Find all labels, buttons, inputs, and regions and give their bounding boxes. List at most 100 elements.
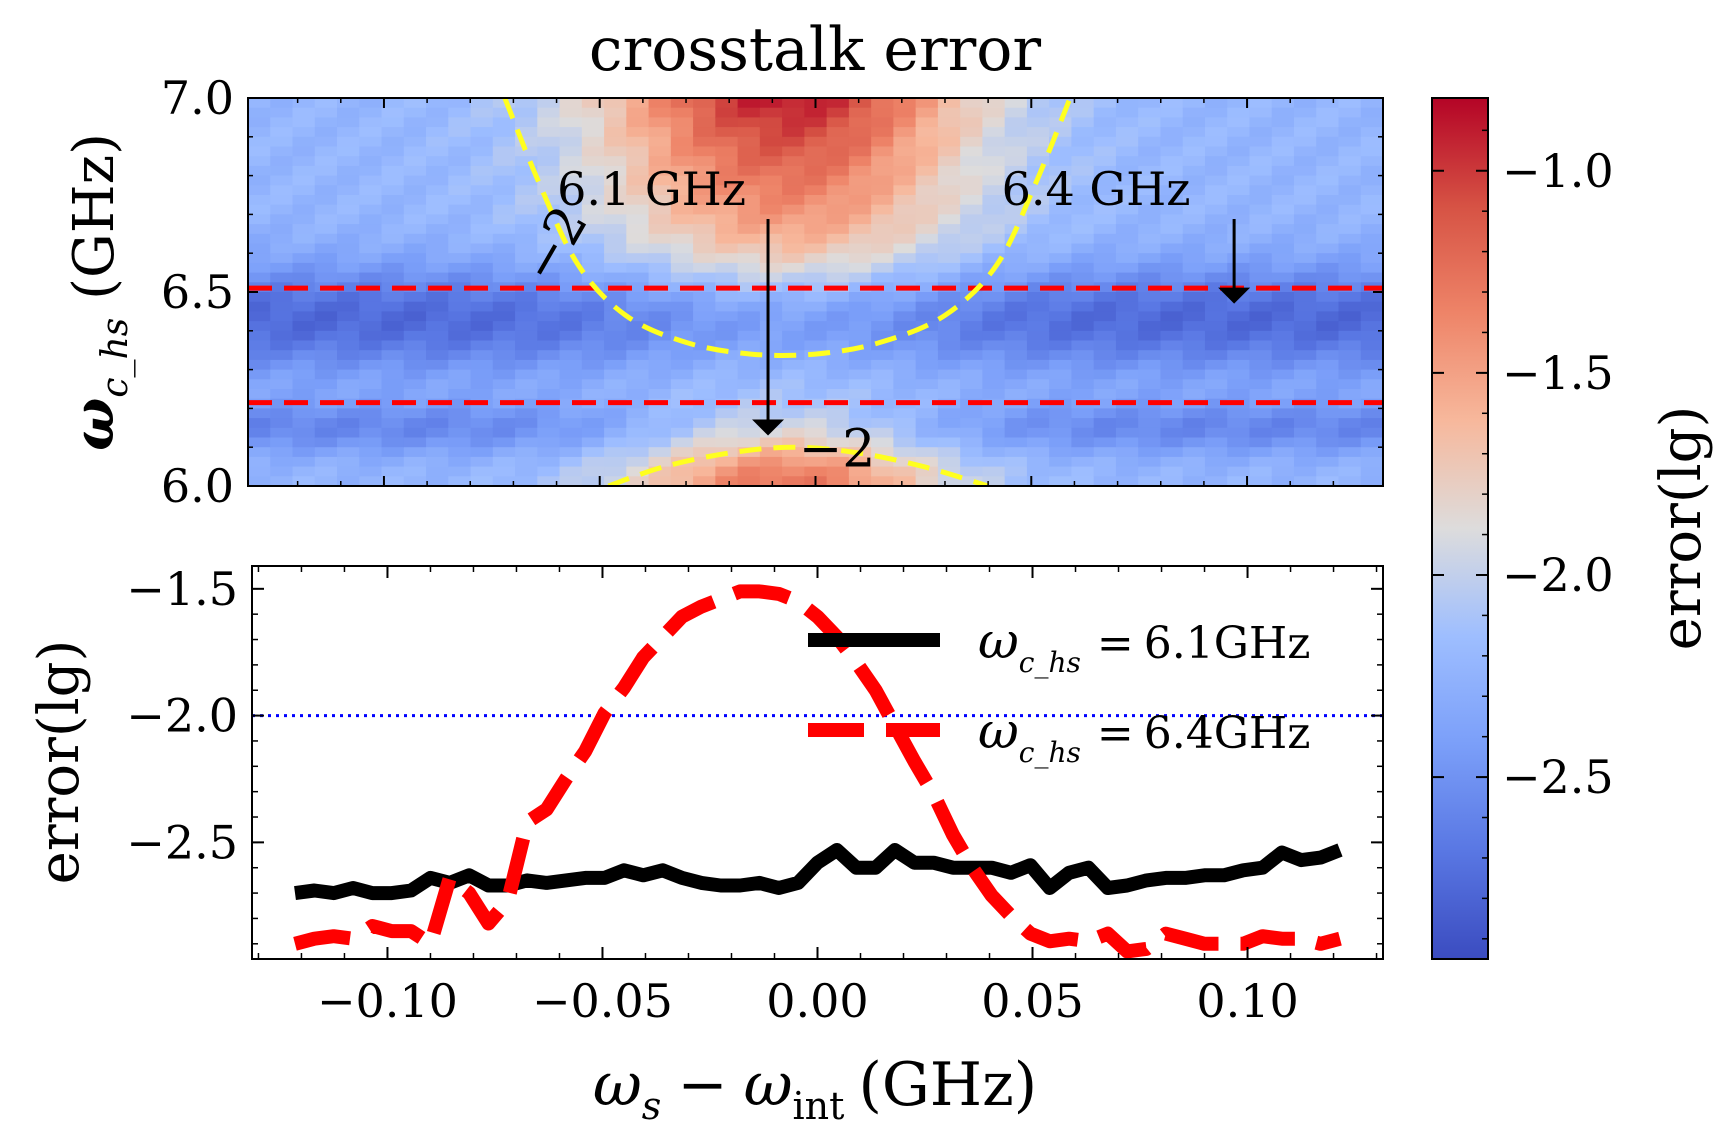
heatmap-cell: [1026, 321, 1050, 332]
heatmap-cell: [492, 253, 516, 264]
heatmap-cell: [915, 476, 939, 486]
heatmap-cell: [1249, 408, 1273, 419]
heatmap-cell: [426, 476, 450, 486]
heatmap-cell: [1093, 321, 1117, 332]
heatmap-cell: [492, 243, 516, 254]
heatmap-cell: [426, 185, 450, 196]
heatmap-cell: [314, 389, 338, 400]
heatmap-cell: [737, 311, 761, 322]
heatmap-cell: [1026, 301, 1050, 313]
heatmap-cell: [515, 185, 539, 196]
heatmap-cell: [670, 292, 694, 303]
heatmap-cell: [448, 146, 472, 157]
heatmap-cell: [426, 127, 450, 138]
heatmap-cell: [314, 98, 338, 109]
heatmap-cell: [537, 350, 561, 361]
heatmap-cell: [871, 408, 895, 419]
heatmap-cell: [292, 466, 316, 478]
heatmap-cell: [559, 282, 583, 293]
heatmap-cell: [248, 292, 272, 303]
heatmap-cell: [782, 243, 806, 254]
heatmap-cell: [737, 253, 761, 264]
colorbar-gradient: [1431, 97, 1489, 960]
heatmap-cell: [1227, 224, 1251, 235]
heatmap-cells: [248, 98, 1383, 486]
heatmap-cell: [982, 175, 1006, 187]
heatmap-cell: [248, 204, 272, 216]
heatmap-cell: [693, 204, 717, 216]
heatmap-cell: [626, 408, 650, 419]
heatmap-cell: [381, 233, 405, 245]
heatmap-cell: [982, 224, 1006, 235]
heatmap-cell: [826, 418, 850, 429]
heatmap-cell: [693, 418, 717, 429]
heatmap-cell: [1227, 330, 1251, 342]
heatmap-cell: [648, 311, 672, 322]
heatmap-cell: [648, 262, 672, 274]
heatmap-cell: [292, 311, 316, 322]
heatmap-cell: [359, 350, 383, 361]
heatmap-cell: [359, 369, 383, 381]
heatmap-cell: [715, 456, 739, 468]
heatmap-cell: [270, 292, 294, 303]
heatmap-cell: [1316, 262, 1340, 274]
heatmap-cell: [1271, 243, 1295, 254]
heatmap-cell: [515, 127, 539, 138]
heatmap-cell: [1227, 175, 1251, 187]
heatmap-cell: [1160, 311, 1184, 322]
heatmap-cell: [1160, 224, 1184, 235]
heatmap-cell: [581, 292, 605, 303]
heatmap-cell: [915, 359, 939, 371]
heatmap-cell: [1338, 379, 1362, 390]
heatmap-cell: [359, 447, 383, 458]
heatmap-cell: [937, 456, 961, 468]
heatmap-cell: [893, 379, 917, 390]
heatmap-cell: [1227, 466, 1251, 478]
heatmap-cell: [982, 98, 1006, 109]
heatmap-cell: [960, 272, 984, 284]
heatmap-cell: [826, 321, 850, 332]
heatmap-cell: [1338, 185, 1362, 196]
heatmap-cell: [982, 476, 1006, 486]
heatmap-cell: [604, 272, 628, 284]
heatmap-cell: [1204, 107, 1229, 119]
heatmap-cell: [715, 476, 739, 486]
heatmap-cell: [359, 427, 383, 439]
heatmap-cell: [248, 447, 272, 458]
heatmap-cell: [426, 456, 450, 468]
heatmap-cell: [648, 98, 672, 109]
heatmap-cell: [426, 330, 450, 342]
heatmap-cell: [1360, 195, 1383, 206]
heatmap-cell: [915, 311, 939, 322]
heatmap-cell: [715, 292, 739, 303]
heatmap-cell: [648, 466, 672, 478]
heatmap-cell: [1049, 156, 1073, 167]
heatmap-cell: [1227, 418, 1251, 429]
heatmap-cell: [515, 292, 539, 303]
heatmap-cell: [1271, 165, 1295, 177]
heatmap-cell: [1293, 98, 1318, 109]
heatmap-cell: [515, 466, 539, 478]
heatmap-cell: [871, 427, 895, 439]
heatmap-cell: [915, 233, 939, 245]
heatmap-cell: [359, 127, 383, 138]
heatmap-cell: [403, 340, 427, 351]
heatmap-cell: [359, 330, 383, 342]
heatmap-cell: [1049, 146, 1073, 157]
heatmap-cell: [1138, 243, 1162, 254]
heatmap-cell: [804, 214, 828, 225]
heatmap-cell: [960, 136, 984, 148]
heatmap-cell: [515, 243, 539, 254]
heatmap-cell: [559, 214, 583, 225]
heatmap-cell: [426, 437, 450, 448]
heatmap-cell: [1049, 447, 1073, 458]
heatmap-cell: [470, 456, 494, 468]
heatmap-cell: [292, 340, 316, 351]
heatmap-cell: [1049, 321, 1073, 332]
heatmap-cell: [848, 292, 872, 303]
heatmap-cell: [804, 165, 828, 177]
heatmap-cell: [1249, 185, 1273, 196]
heatmap-cell: [1227, 233, 1251, 245]
heatmap-y-axis-label: ωc_hs(GHz): [61, 133, 136, 451]
heatmap-cell: [670, 185, 694, 196]
